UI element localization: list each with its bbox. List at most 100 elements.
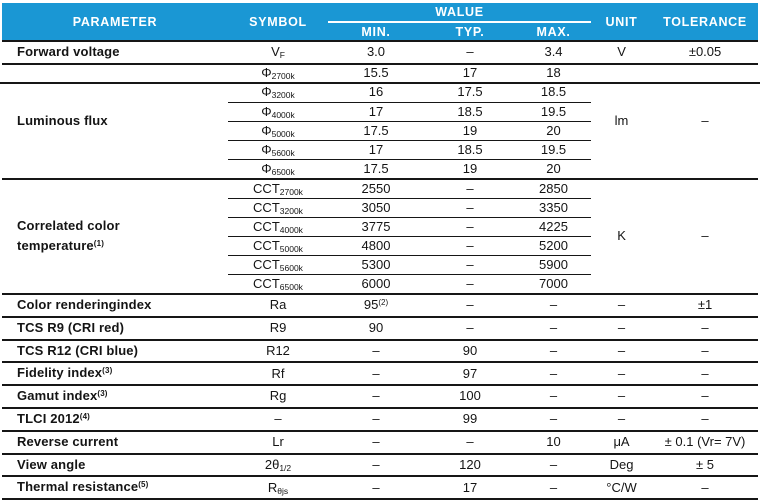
table-row: Correlated color temperature(1) CCT2700k 25… xyxy=(2,178,759,296)
parameter-cell: TCS R12 (CRI blue) xyxy=(2,339,228,364)
max-value-cell: 3.4 xyxy=(516,41,592,65)
max-value-cell: 7000 xyxy=(516,274,592,296)
min-value-cell: 95(2) xyxy=(328,294,424,318)
header-min: MIN. xyxy=(328,22,424,42)
tolerance-cell: ± 0.1 (Vr= 7V) xyxy=(652,430,759,455)
symbol-cell: Φ3200k xyxy=(228,82,328,103)
symbol-cell: Φ2700k xyxy=(228,63,328,84)
tolerance-cell: – xyxy=(652,362,759,387)
tolerance-cell: – xyxy=(652,408,759,432)
typ-value-cell: 17 xyxy=(424,63,516,84)
unit-cell: μA xyxy=(591,430,653,455)
min-value-cell: 16 xyxy=(328,82,424,103)
symbol-cell: R12 xyxy=(228,339,328,364)
max-value-cell: – xyxy=(516,453,592,478)
typ-value-cell: – xyxy=(424,255,516,276)
table-body: Forward voltage VF 3.0–3.4 V ±0.05 Luminous f… xyxy=(2,41,759,500)
max-value-cell: 20 xyxy=(516,121,592,142)
table-row: Φ6500k 17.5 19 20 xyxy=(2,159,758,180)
tolerance-cell: – xyxy=(652,476,759,500)
table-row: CCT5600k 5300–5900 xyxy=(2,255,758,276)
parameter-cell: Color renderingindex xyxy=(2,294,228,318)
min-value-cell: 6000 xyxy=(328,274,424,296)
tolerance-cell: – xyxy=(652,178,759,296)
table-row: Reverse current Lr – –10 μA ± 0.1 (Vr= 7V) xyxy=(2,430,759,455)
table-row: TCS R12 (CRI blue) R12–90– – – xyxy=(2,339,759,364)
unit-cell: – xyxy=(591,408,653,432)
typ-value-cell: 90 xyxy=(424,339,516,364)
symbol-cell: Φ5600k xyxy=(228,140,328,161)
symbol-cell: Φ5000k xyxy=(228,121,328,142)
min-value-cell: 4800 xyxy=(328,236,424,257)
typ-value-cell: 19 xyxy=(424,121,516,142)
min-value-cell: 5300 xyxy=(328,255,424,276)
table-row: Thermal resistance(5) Rθjs –17– °C/W – xyxy=(2,476,759,500)
max-value-cell: – xyxy=(516,294,592,318)
table-row: CCT5000k 4800–5200 xyxy=(2,236,758,257)
min-value-cell: 17.5 xyxy=(328,121,424,142)
header-tolerance: TOLERANCE xyxy=(652,3,759,42)
table-row: Forward voltage VF 3.0–3.4 V ±0.05 xyxy=(2,41,759,65)
symbol-cell: CCT6500k xyxy=(228,274,328,296)
unit-cell: Deg xyxy=(591,453,653,478)
min-value-cell: 3775 xyxy=(328,217,424,237)
unit-cell: – xyxy=(591,294,653,318)
header-symbol: SYMBOL xyxy=(228,3,328,42)
typ-value-cell: – xyxy=(424,316,516,341)
unit-cell: V xyxy=(591,41,653,65)
max-value-cell: 4225 xyxy=(516,217,592,237)
symbol-cell: CCT4000k xyxy=(228,217,328,237)
unit-cell: K xyxy=(591,178,653,296)
max-value-cell: 18 xyxy=(516,63,592,84)
max-value-cell: – xyxy=(516,316,592,341)
typ-value-cell: 100 xyxy=(424,385,516,410)
symbol-cell: – xyxy=(228,408,328,432)
max-value-cell: – xyxy=(516,385,592,410)
symbol-cell: VF xyxy=(228,41,328,65)
max-value-cell: 5200 xyxy=(516,236,592,257)
min-value-cell: – xyxy=(328,339,424,364)
table-row: TCS R9 (CRI red) R9 90– – – – xyxy=(2,316,759,341)
specification-table: PARAMETER SYMBOL WALUE UNIT TOLERANCE MI… xyxy=(2,3,759,500)
tolerance-cell: ± 5 xyxy=(652,453,759,478)
symbol-cell: CCT5000k xyxy=(228,236,328,257)
table-row: CCT4000k 3775–4225 xyxy=(2,217,758,237)
typ-value-cell: – xyxy=(424,236,516,257)
parameter-cell: Correlated color temperature(1) xyxy=(2,178,228,296)
symbol-cell: R9 xyxy=(228,316,328,341)
min-value-cell: 17.5 xyxy=(328,159,424,180)
min-value-cell: – xyxy=(328,408,424,432)
symbol-cell: CCT2700k xyxy=(228,178,328,199)
min-value-cell: – xyxy=(328,476,424,500)
parameter-cell: TLCI 2012(4) xyxy=(2,408,228,432)
min-value-cell: 2550 xyxy=(328,178,424,199)
symbol-cell: 2θ1/2 xyxy=(228,453,328,478)
parameter-cell: Forward voltage xyxy=(2,41,228,65)
table-row: Φ4000k 17 18.5 19.5 xyxy=(2,102,758,122)
table-header: PARAMETER SYMBOL WALUE UNIT TOLERANCE MI… xyxy=(2,3,759,42)
parameter-cell: View angle xyxy=(2,453,228,478)
symbol-cell: Ra xyxy=(228,294,328,318)
table-row: View angle 2θ1/2–120– Deg ± 5 xyxy=(2,453,759,478)
typ-value-cell: 97 xyxy=(424,362,516,387)
typ-value-cell: – xyxy=(424,217,516,237)
tolerance-cell: – xyxy=(652,339,759,364)
symbol-cell: Lr xyxy=(228,430,328,455)
typ-value-cell: 17.5 xyxy=(424,82,516,103)
parameter-cell: Gamut index(3) xyxy=(2,385,228,410)
full-width-divider-line xyxy=(0,81,760,84)
header-value: WALUE xyxy=(328,3,592,23)
typ-value-cell: 17 xyxy=(424,476,516,500)
min-value-cell: – xyxy=(328,430,424,455)
max-value-cell: 19.5 xyxy=(516,102,592,122)
typ-value-cell: – xyxy=(424,178,516,199)
unit-cell: – xyxy=(591,339,653,364)
unit-cell: – xyxy=(591,385,653,410)
typ-value-cell: 120 xyxy=(424,453,516,478)
min-value-cell: 90 xyxy=(328,316,424,341)
table-row: CCT3200k 3050–3350 xyxy=(2,198,758,218)
header-typ: TYP. xyxy=(424,22,516,42)
tolerance-cell: – xyxy=(652,316,759,341)
unit-cell: – xyxy=(591,316,653,341)
parameter-cell: Fidelity index(3) xyxy=(2,362,228,387)
